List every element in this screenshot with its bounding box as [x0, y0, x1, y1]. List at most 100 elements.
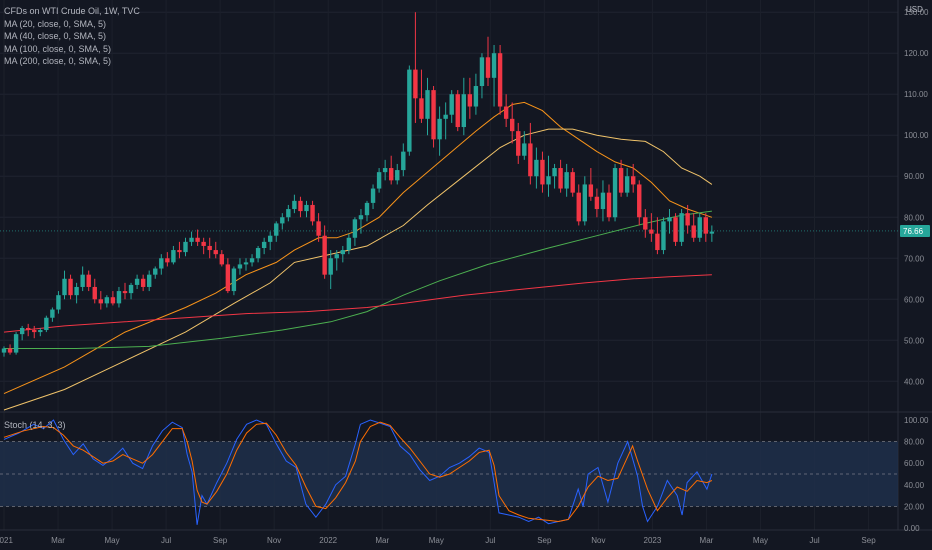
candle-body: [503, 106, 509, 119]
x-tick-label: Mar: [51, 536, 65, 545]
candle-body: [7, 348, 13, 353]
candle-body: [376, 172, 382, 189]
candle-body: [352, 219, 358, 238]
candle-body: [528, 143, 533, 177]
candle-body: [624, 176, 630, 193]
candle-body: [667, 217, 672, 222]
candle-body: [122, 291, 128, 294]
stoch-line-pctK: [3, 419, 713, 525]
candle-body: [280, 217, 285, 224]
candle-body: [649, 229, 654, 234]
x-tick-label: Sep: [213, 536, 228, 545]
candle-body: [159, 258, 164, 269]
candle-body: [189, 237, 194, 242]
moving-averages: [3, 101, 713, 411]
candle-body: [473, 86, 479, 107]
y-tick-label: 60.00: [904, 295, 925, 304]
candle-body: [140, 278, 146, 287]
candle-body: [570, 172, 575, 193]
x-tick-label: 2021: [0, 536, 13, 545]
x-tick-label: Nov: [267, 536, 281, 545]
candle-body: [340, 250, 345, 255]
candle-body: [606, 192, 612, 218]
candle-body: [298, 200, 303, 212]
stoch-y-tick-label: 80.00: [904, 438, 925, 447]
candle-body: [679, 213, 684, 242]
legend-ma40[interactable]: MA (40, close, 0, SMA, 5): [4, 31, 107, 41]
candle-body: [286, 209, 291, 218]
ma-line-1: [3, 128, 713, 411]
stoch-lines: [3, 419, 713, 525]
stoch-y-tick-label: 40.00: [904, 481, 925, 490]
candle-body: [516, 131, 521, 156]
candle-body: [709, 231, 715, 234]
candle-body: [153, 268, 158, 275]
candle-body: [643, 217, 648, 230]
candle-body: [32, 330, 37, 333]
chart-title: CFDs on WTI Crude Oil, 1W, TVC: [4, 6, 140, 16]
candle-body: [243, 262, 249, 265]
candle-body: [510, 118, 515, 132]
candle-body: [618, 168, 624, 193]
candle-body: [274, 223, 279, 236]
candle-body: [177, 250, 182, 253]
candle-body: [437, 118, 442, 140]
candle-body: [479, 57, 485, 87]
candle-body: [13, 334, 19, 353]
legend-ma100[interactable]: MA (100, close, 0, SMA, 5): [4, 43, 112, 54]
x-tick-label: Jul: [161, 536, 171, 545]
candle-body: [116, 291, 122, 304]
candle-body: [431, 90, 436, 140]
candle-body: [334, 254, 339, 259]
candle-body: [255, 248, 261, 259]
candle-body: [328, 258, 333, 275]
candle-body: [382, 168, 388, 173]
candle-body: [485, 57, 491, 78]
legend-ma200[interactable]: MA (200, close, 0, SMA, 5): [4, 56, 112, 66]
candle-body: [231, 268, 237, 292]
y-tick-label: 100.00: [904, 131, 929, 140]
candle-body: [594, 196, 600, 210]
candle-body: [219, 254, 224, 265]
candle-body: [600, 192, 606, 210]
candle-body: [346, 237, 352, 251]
ma-line-2: [4, 210, 712, 349]
candle-body: [588, 184, 594, 197]
candle-body: [165, 258, 170, 263]
candle-body: [691, 225, 696, 238]
candle-body: [370, 188, 376, 203]
candle-body: [261, 241, 267, 249]
stoch-y-tick-label: 20.00: [904, 502, 925, 511]
candle-body: [461, 94, 466, 128]
candle-body: [540, 159, 545, 185]
stoch-y-tick-label: 60.00: [904, 459, 925, 468]
candle-body: [491, 53, 497, 78]
candle-body: [546, 176, 551, 185]
stoch-title[interactable]: Stoch (14, 3, 3): [4, 420, 66, 430]
stoch-y-tick-label: 0.00: [904, 524, 920, 533]
candle-body: [449, 94, 454, 115]
candle-body: [74, 286, 79, 296]
x-tick-label: 2023: [644, 536, 662, 545]
ma-line-3: [3, 274, 712, 333]
y-tick-label: 40.00: [904, 377, 925, 386]
candle-body: [576, 192, 581, 222]
stoch-y-tick-label: 100.00: [904, 416, 929, 425]
candle-body: [128, 284, 134, 294]
x-tick-label: Mar: [700, 536, 714, 545]
x-tick-label: May: [429, 536, 444, 545]
candle-body: [50, 309, 55, 318]
candle-body: [631, 176, 636, 185]
candle-body: [534, 159, 539, 177]
candle-body: [195, 237, 200, 242]
candle-body: [1, 348, 7, 353]
candle-body: [147, 274, 152, 287]
candle-body: [673, 217, 678, 242]
candle-body: [419, 98, 424, 119]
candle-body: [697, 217, 702, 238]
legend-ma20[interactable]: MA (20, close, 0, SMA, 5): [4, 18, 107, 29]
candle-body: [637, 184, 642, 218]
ma-line-0: [3, 101, 713, 395]
candle-body: [497, 53, 503, 107]
